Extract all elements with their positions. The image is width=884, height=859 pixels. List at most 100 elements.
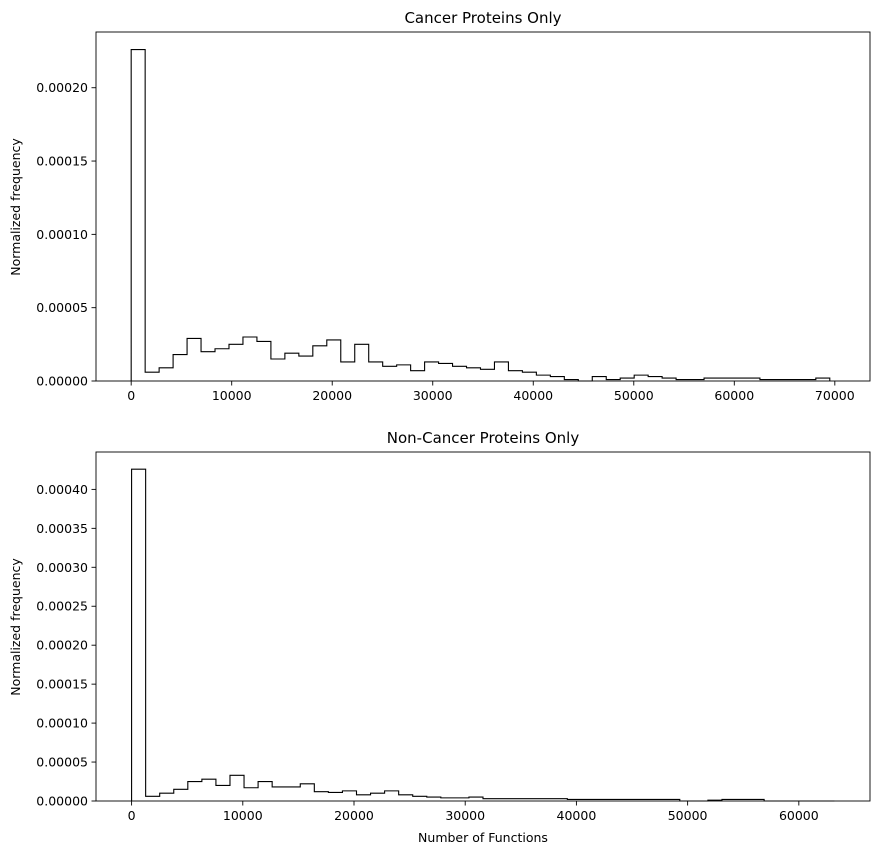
y-tick-label: 0.00040: [36, 482, 88, 497]
y-tick-label: 0.00000: [36, 794, 88, 809]
x-axis-ticks: 0 10000 20000 30000 40000 50000 60000 70000: [127, 381, 855, 403]
histogram-bin: [160, 793, 174, 801]
histogram-bin: [257, 341, 271, 381]
histogram-bin: [413, 796, 427, 801]
x-tick-label: 50000: [668, 808, 708, 823]
histogram-bin: [634, 375, 648, 381]
histogram-bin: [648, 377, 662, 381]
histogram-bin: [592, 377, 606, 381]
histogram-bin: [508, 371, 522, 381]
histogram-bin: [258, 782, 272, 801]
histogram-bin: [467, 368, 481, 381]
x-axis-ticks: 0 10000 20000 30000 40000 50000 60000: [128, 801, 819, 823]
y-tick-label: 0.00025: [36, 599, 88, 614]
y-tick-label: 0.00035: [36, 521, 88, 536]
histogram-bin: [272, 787, 286, 801]
histogram-bin: [494, 362, 508, 381]
x-tick-label: 70000: [815, 388, 855, 403]
y-tick-label: 0.00020: [36, 80, 88, 95]
histogram-bin: [230, 775, 244, 801]
histogram-bin: [369, 362, 383, 381]
histogram-bin: [425, 362, 439, 381]
histogram-bin: [145, 372, 159, 381]
histogram-bin: [300, 784, 314, 801]
histogram-bin: [173, 355, 187, 381]
histogram-bin: [427, 797, 441, 801]
histogram-bin: [355, 344, 369, 381]
histogram-bin: [215, 349, 229, 381]
x-tick-label: 60000: [779, 808, 819, 823]
histogram-bin: [356, 795, 370, 801]
y-tick-label: 0.00015: [36, 154, 88, 169]
histogram-bin: [201, 352, 215, 381]
x-tick-label: 0: [127, 388, 135, 403]
y-tick-label: 0.00000: [36, 374, 88, 389]
histogram-step-outline: [130, 49, 831, 382]
histogram-bin: [522, 372, 536, 381]
histogram-bin: [271, 359, 285, 381]
x-tick-label: 60000: [714, 388, 754, 403]
histogram-bin: [314, 792, 328, 801]
x-tick-label: 40000: [513, 388, 553, 403]
histogram-bin: [131, 50, 145, 381]
histogram-bin: [174, 789, 188, 801]
x-tick-label: 30000: [413, 388, 453, 403]
x-tick-label: 20000: [334, 808, 374, 823]
histogram-bin: [439, 363, 453, 381]
histogram-bin: [328, 792, 342, 801]
non-cancer-histogram-panel: Non-Cancer Proteins Only Normalized freq…: [8, 429, 871, 845]
chart-title: Cancer Proteins Only: [404, 9, 561, 27]
histogram-bin: [469, 797, 483, 801]
y-tick-label: 0.00030: [36, 560, 88, 575]
histogram-bin: [342, 791, 356, 801]
y-axis-label: Normalized frequency: [8, 138, 23, 276]
x-tick-label: 40000: [557, 808, 597, 823]
histogram-bin: [411, 371, 425, 381]
histogram-bin: [285, 353, 299, 381]
histogram-bin: [187, 338, 201, 381]
x-tick-label: 10000: [223, 808, 263, 823]
histogram-bin: [243, 337, 257, 381]
histogram-bin: [313, 346, 327, 381]
histogram-bin: [216, 785, 230, 801]
histogram-bin: [132, 469, 146, 801]
histogram-bin: [202, 779, 216, 801]
cancer-histogram-panel: Cancer Proteins Only Normalized frequenc…: [8, 9, 871, 403]
y-tick-label: 0.00020: [36, 638, 88, 653]
y-tick-label: 0.00015: [36, 677, 88, 692]
histogram-bin: [146, 796, 160, 801]
histogram-bin: [244, 788, 258, 801]
histogram-bin: [327, 340, 341, 381]
x-tick-label: 10000: [212, 388, 252, 403]
x-tick-label: 30000: [445, 808, 485, 823]
histogram-bin: [159, 368, 173, 381]
x-tick-label: 50000: [614, 388, 654, 403]
y-axis-ticks: 0.00000 0.00005 0.00010 0.00015 0.00020: [36, 80, 96, 389]
y-tick-label: 0.00005: [36, 300, 88, 315]
histogram-bin: [536, 375, 550, 381]
histogram-bin: [286, 787, 300, 801]
histogram-bin: [188, 782, 202, 801]
y-tick-label: 0.00010: [36, 227, 88, 242]
x-axis-label: Number of Functions: [418, 830, 548, 845]
histogram-bin: [371, 793, 385, 801]
x-tick-label: 0: [128, 808, 136, 823]
histogram-bin: [453, 366, 467, 381]
histogram-bin: [550, 377, 564, 381]
x-tick-label: 20000: [312, 388, 352, 403]
plot-frame: [95, 31, 871, 382]
y-tick-label: 0.00010: [36, 716, 88, 731]
histogram-bin: [341, 362, 355, 381]
y-axis-label: Normalized frequency: [8, 558, 23, 696]
histogram-bin: [480, 369, 494, 381]
chart-title: Non-Cancer Proteins Only: [387, 429, 580, 447]
histogram-bin: [399, 795, 413, 801]
histogram-bin: [397, 365, 411, 381]
y-axis-ticks: 0.00000 0.00005 0.00010 0.00015 0.00020 0.000…: [36, 482, 96, 809]
histogram-bin: [299, 356, 313, 381]
histogram-bin: [383, 366, 397, 381]
plot-frame: [95, 451, 871, 802]
histogram-bin: [229, 344, 243, 381]
